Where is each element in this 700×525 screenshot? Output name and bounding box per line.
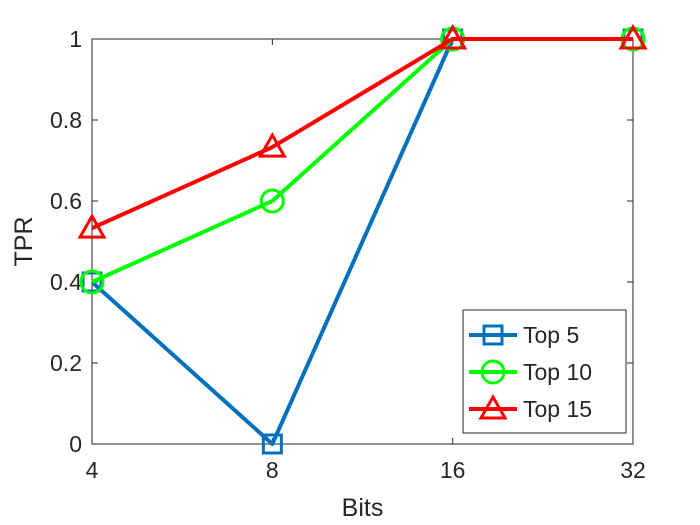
legend: Top 5 Top 10 Top 15 <box>462 309 627 434</box>
data-point-top-10 <box>79 269 105 295</box>
x-tick-label: 16 <box>440 457 466 483</box>
y-tick-label: 1 <box>69 26 82 52</box>
series-top-15 <box>77 23 648 239</box>
plot-frame <box>91 38 634 445</box>
axes: 4 8 16 32 0 0.2 0.4 0.6 0.8 1 <box>50 26 646 483</box>
x-axis-title: Bits <box>342 494 384 522</box>
data-point-top-5 <box>261 433 283 455</box>
data-point-top-15 <box>438 23 468 50</box>
y-tick-label: 0.2 <box>50 350 82 376</box>
x-tick-label: 4 <box>86 457 99 483</box>
series-top-10 <box>79 26 646 295</box>
legend-marker-top-5 <box>482 324 504 346</box>
y-tick-label: 0.8 <box>50 107 82 133</box>
data-point-top-5 <box>81 271 103 293</box>
data-point-top-15 <box>257 132 287 158</box>
legend-label-top-5: Top 5 <box>523 322 579 348</box>
y-axis-title: TPR <box>10 217 38 267</box>
y-tick-label: 0 <box>69 431 82 457</box>
x-tick-label: 32 <box>620 457 646 483</box>
series-line-top-15 <box>91 37 633 230</box>
legend-marker-top-10 <box>480 359 506 385</box>
legend-label-top-10: Top 10 <box>523 359 592 385</box>
data-point-top-15 <box>618 23 648 50</box>
x-tick-label: 8 <box>266 457 279 483</box>
y-tick-label: 0.4 <box>50 269 82 295</box>
legend-marker-top-15 <box>478 393 508 420</box>
legend-label-top-15: Top 15 <box>523 396 592 422</box>
data-point-top-10 <box>259 188 285 214</box>
data-point-top-15 <box>77 213 107 239</box>
y-tick-label: 0.6 <box>50 188 82 214</box>
series-layer <box>77 23 648 455</box>
